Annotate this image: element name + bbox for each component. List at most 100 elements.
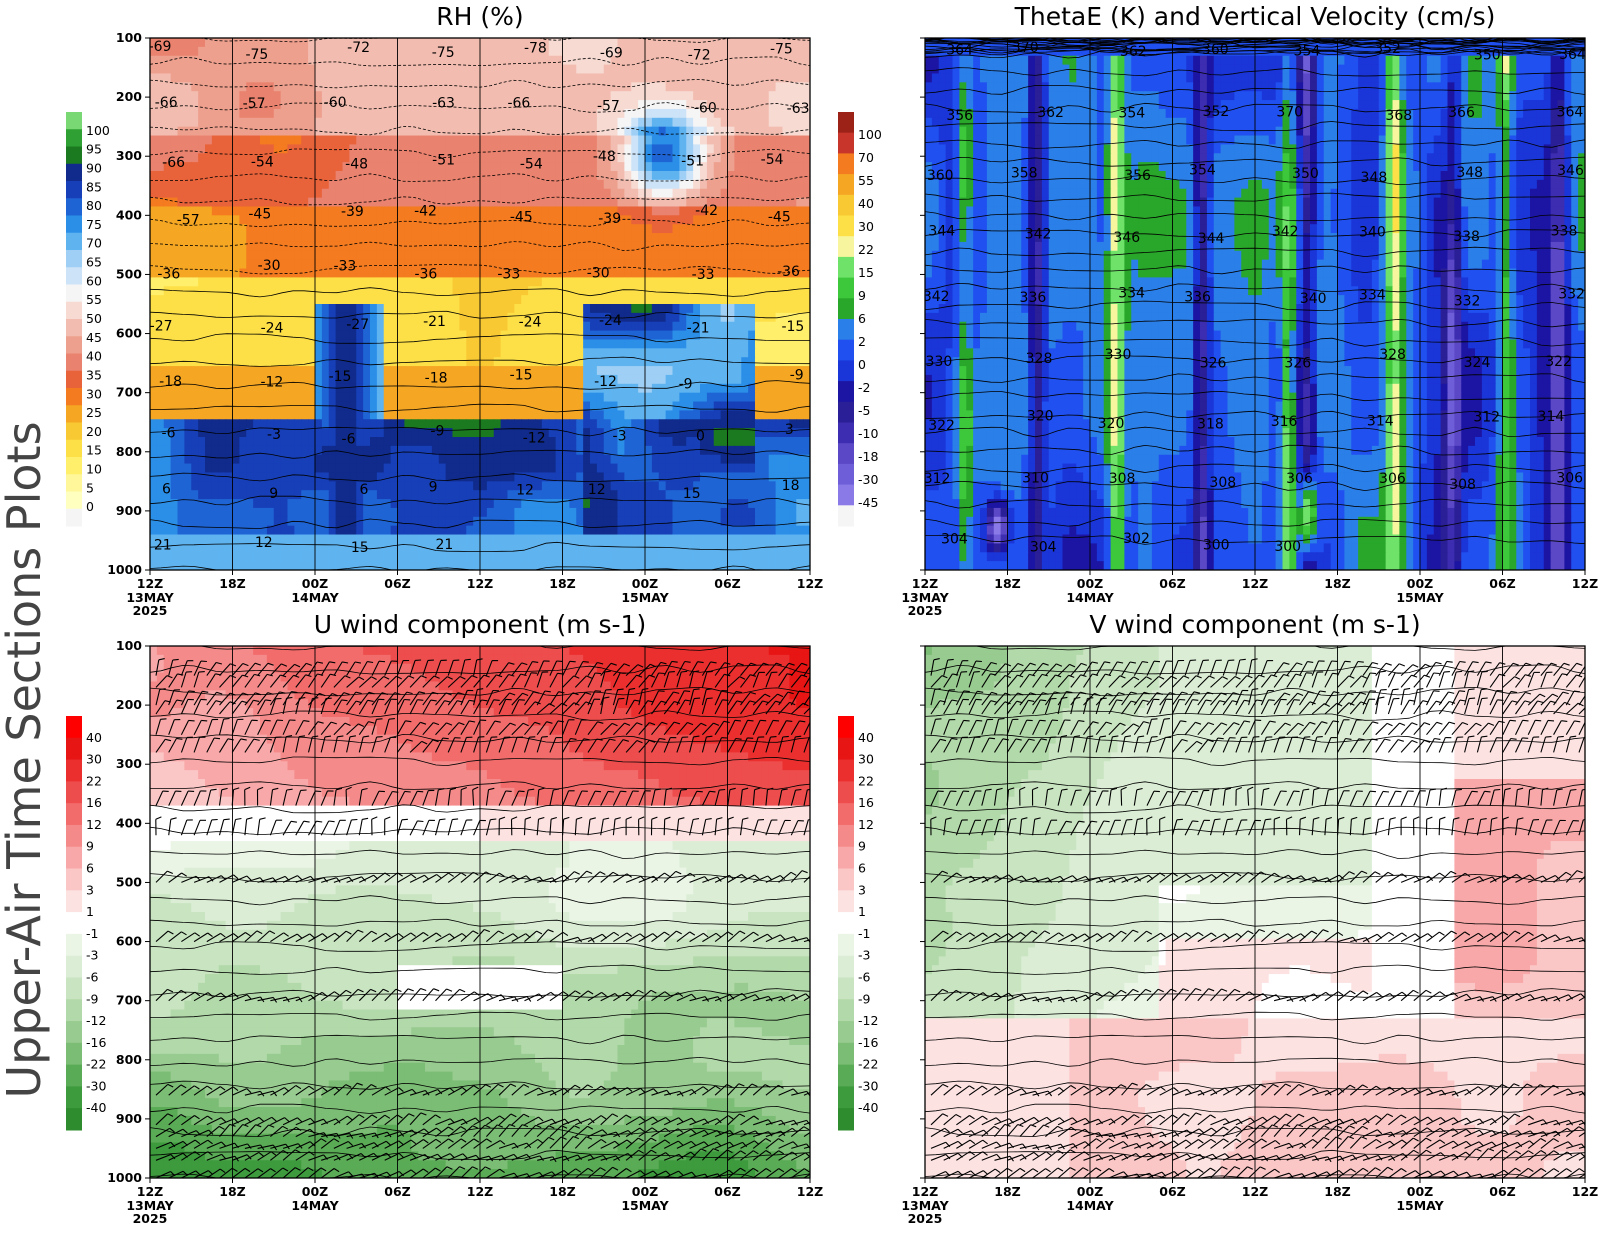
rh-cell — [404, 206, 412, 216]
rh-cell — [260, 348, 268, 358]
rh-cell — [390, 153, 399, 163]
rh-cell — [514, 206, 522, 216]
rh-cell — [631, 241, 639, 252]
rh-cell — [273, 82, 282, 92]
rh-cell — [658, 268, 667, 278]
rh-cell — [548, 215, 557, 225]
rh-cell — [425, 490, 433, 500]
rh-cell — [638, 268, 646, 278]
rh-cell — [397, 357, 405, 367]
rh-cell — [390, 117, 399, 128]
rh-cell — [287, 357, 295, 367]
rh-cell — [528, 135, 536, 145]
rh-cell — [782, 73, 790, 83]
rh-cell — [741, 206, 749, 216]
rh-cell — [541, 472, 550, 482]
rh-cell — [191, 321, 199, 332]
rh-cell — [253, 268, 261, 278]
rh-cell — [665, 144, 674, 154]
rh-cell — [404, 268, 412, 278]
rh-cell — [803, 250, 810, 261]
rh-cell — [294, 64, 302, 75]
rh-cell — [335, 277, 344, 287]
rh-cell — [342, 179, 350, 190]
rh-cell — [376, 428, 385, 438]
rh-cell — [431, 38, 440, 48]
rh-cell — [205, 392, 213, 403]
rh-cell — [528, 206, 536, 216]
rh-cell — [665, 277, 674, 287]
rh-cell — [624, 374, 632, 385]
rh-cell — [562, 197, 570, 208]
rh-cell — [727, 162, 735, 172]
rh-cell — [445, 490, 454, 500]
rh-cell — [266, 108, 275, 119]
rh-cell — [273, 286, 282, 296]
rh-cell — [266, 117, 275, 128]
rh-cell — [184, 38, 192, 48]
rh-cell — [528, 233, 536, 243]
rh-cell — [411, 171, 419, 181]
rh-cell — [803, 55, 810, 66]
rh-cell — [211, 171, 220, 181]
rh-cell — [370, 135, 378, 145]
rh-cell — [363, 153, 371, 163]
rh-cell — [239, 330, 247, 341]
rh-cell — [700, 268, 708, 278]
rh-cell — [376, 224, 385, 234]
rh-cell — [679, 117, 687, 128]
rh-cell — [459, 437, 467, 447]
rh-cell — [803, 321, 810, 332]
rh-cell — [796, 55, 804, 66]
rh-cell — [198, 481, 206, 491]
rh-cell — [576, 259, 584, 270]
rh-cell — [466, 286, 474, 296]
rh-cell — [555, 171, 564, 181]
rh-cell — [170, 268, 179, 278]
rh-cell — [328, 330, 337, 341]
rh-cell — [748, 250, 756, 261]
rh-cell — [631, 188, 639, 199]
rh-cell — [425, 64, 433, 75]
rh-cell — [548, 126, 557, 137]
rh-cell — [363, 206, 371, 216]
rh-cell — [548, 330, 557, 341]
rh-cell — [596, 241, 605, 252]
rh-cell — [301, 268, 309, 278]
rh-cell — [239, 55, 247, 66]
rh-cell — [404, 233, 412, 243]
rh-cell — [782, 277, 790, 287]
rh-cell — [232, 73, 240, 83]
rh-cell — [418, 445, 426, 456]
rh-cell — [376, 38, 385, 48]
rh-cell — [170, 366, 179, 376]
rh-cell — [727, 366, 735, 376]
rh-cell — [631, 171, 639, 181]
rh-cell — [411, 64, 419, 75]
rh-cell — [466, 374, 474, 385]
rh-cell — [390, 401, 399, 411]
rh-cell — [658, 144, 667, 154]
rh-cell — [266, 259, 275, 270]
rh-cell — [294, 250, 302, 261]
rh-cell — [383, 126, 392, 137]
rh-cell — [761, 445, 770, 456]
rh-cell — [315, 401, 323, 411]
rh-cell — [163, 454, 172, 465]
rh-cell — [541, 330, 550, 341]
rh-cell — [473, 348, 481, 358]
rh-cell — [418, 374, 426, 385]
rh-cell — [686, 304, 694, 314]
rh-cell — [390, 428, 399, 438]
rh-cell — [246, 428, 254, 438]
rh-cell — [211, 454, 220, 465]
rh-cell — [610, 357, 619, 367]
rh-cell — [755, 91, 763, 101]
rh-cell — [775, 481, 784, 491]
rh-cell — [308, 321, 316, 332]
rh-cell — [356, 126, 364, 137]
rh-cell — [218, 286, 227, 296]
rh-cell — [555, 38, 564, 48]
rh-cell — [335, 55, 344, 66]
rh-cell — [576, 215, 584, 225]
